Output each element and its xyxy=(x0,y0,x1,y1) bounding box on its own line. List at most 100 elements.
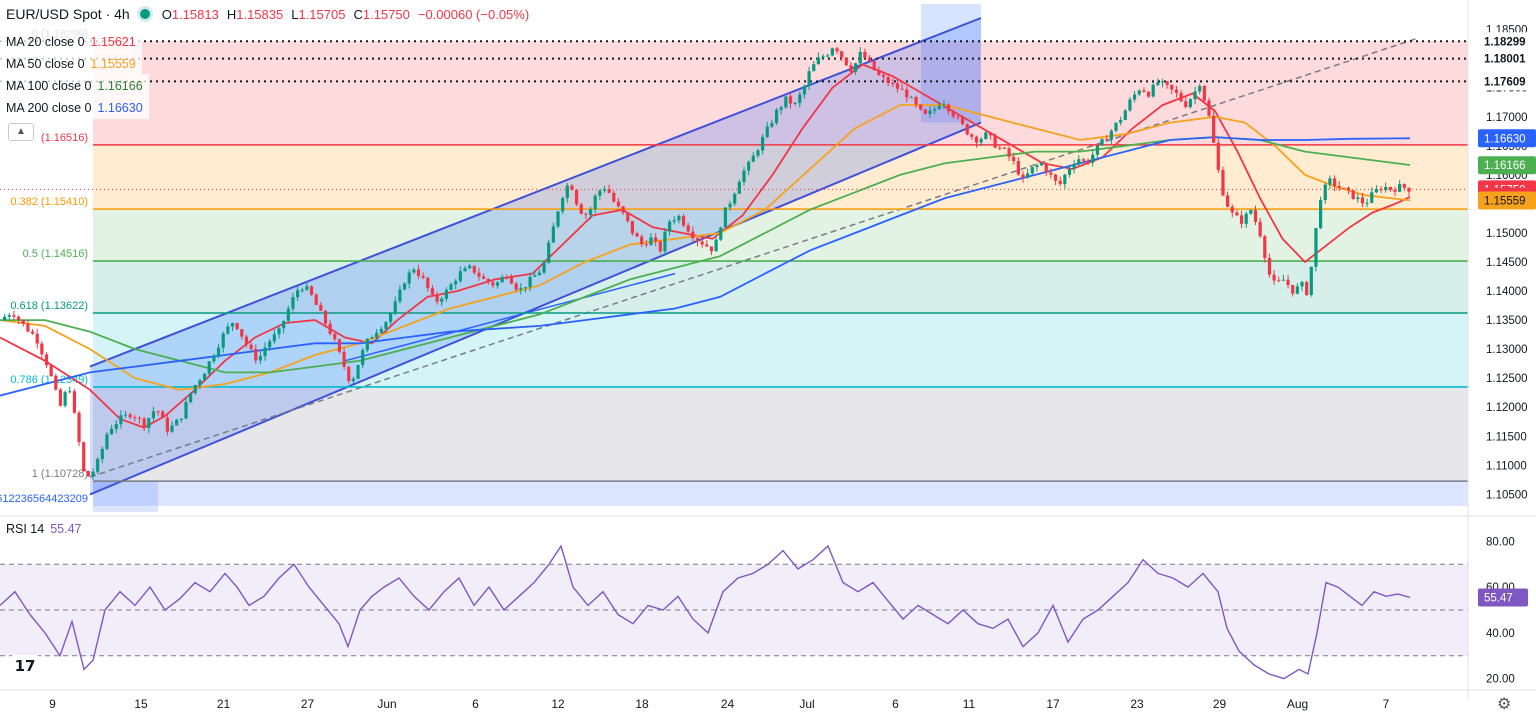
candle-body xyxy=(21,319,25,324)
ma200-legend[interactable]: MA 200 close 0 1.16630 xyxy=(0,96,149,119)
candle-body xyxy=(1100,139,1104,146)
ma200-label: MA 200 close 0 xyxy=(6,100,92,115)
candle-body xyxy=(877,70,881,75)
candle-body xyxy=(802,85,807,95)
ma-line xyxy=(0,104,1411,391)
candle-body xyxy=(1226,195,1230,207)
candle-body xyxy=(672,220,676,222)
candle-body xyxy=(1198,85,1202,92)
candle-body xyxy=(1332,178,1337,186)
gear-icon[interactable]: ⚙ xyxy=(1497,696,1512,713)
candle-body xyxy=(1193,91,1197,100)
candle-body xyxy=(709,246,714,252)
candle-body xyxy=(663,231,667,252)
candle-body xyxy=(854,63,858,72)
candle-body xyxy=(454,280,458,285)
candle-body xyxy=(1170,84,1174,90)
chevron-up-icon[interactable]: ▲ xyxy=(8,123,34,141)
candle-body xyxy=(226,326,230,334)
tradingview-logo[interactable]: 17 xyxy=(10,655,40,677)
fib-label: 0.9612236564423209 xyxy=(0,493,88,505)
fib-label: 0.618 (1.13622) xyxy=(10,300,88,312)
candle-body xyxy=(1160,81,1165,83)
candle-body xyxy=(1305,282,1309,295)
candle-body xyxy=(1212,115,1216,143)
rsi-legend[interactable]: RSI 14 55.47 xyxy=(6,522,82,536)
candle-body xyxy=(1379,189,1383,191)
ma20-legend[interactable]: MA 20 close 0 1.15621 xyxy=(0,30,142,53)
candle-body xyxy=(505,277,509,279)
candle-body xyxy=(588,209,593,215)
low-label: L xyxy=(291,6,299,22)
candle-body xyxy=(170,425,174,432)
time-tick-label: 21 xyxy=(217,697,231,711)
ma50-legend[interactable]: MA 50 close 0 1.15559 xyxy=(0,52,142,75)
candle-body xyxy=(389,313,393,323)
candle-body xyxy=(881,74,886,77)
candle-body xyxy=(365,338,369,351)
candle-body xyxy=(1174,89,1179,93)
candle-body xyxy=(533,275,537,277)
candle-body xyxy=(681,216,686,226)
candle-body xyxy=(1356,197,1360,200)
candle-body xyxy=(491,282,495,286)
candle-body xyxy=(844,57,848,66)
ma100-legend[interactable]: MA 100 close 0 1.16166 xyxy=(0,74,149,97)
candle-body xyxy=(1105,139,1109,141)
candle-body xyxy=(1128,99,1132,111)
close-label: C xyxy=(353,6,363,22)
fib-zone xyxy=(93,313,1468,387)
candle-body xyxy=(86,471,90,477)
candle-body xyxy=(602,189,607,191)
candle-body xyxy=(1091,154,1095,163)
time-tick-label: 27 xyxy=(301,697,315,711)
candle-body xyxy=(189,393,193,403)
symbol-title[interactable]: EUR/USD Spot · 4h xyxy=(6,6,130,22)
candle-body xyxy=(268,341,272,348)
candle-body xyxy=(756,150,760,156)
candle-body xyxy=(258,356,262,361)
candle-body xyxy=(1179,92,1183,102)
price-tick-label: 1.11500 xyxy=(1486,431,1527,443)
candle-body xyxy=(407,272,411,284)
rsi-tick-label: 20.00 xyxy=(1486,674,1515,686)
candle-body xyxy=(905,89,909,98)
candle-body xyxy=(598,190,602,196)
candle-body xyxy=(965,124,969,135)
candle-body xyxy=(1165,81,1169,85)
candle-body xyxy=(17,316,21,320)
candle-body xyxy=(147,418,151,428)
candle-body xyxy=(1063,174,1067,185)
candle-body xyxy=(742,170,746,182)
candle-body xyxy=(272,334,276,342)
candle-body xyxy=(58,389,63,406)
candle-body xyxy=(105,434,109,449)
candle-body xyxy=(1263,236,1267,258)
fib-zone xyxy=(93,386,1468,482)
candle-body xyxy=(1230,206,1234,213)
candle-body xyxy=(765,126,769,138)
ma50-value: 1.15559 xyxy=(90,56,136,71)
ma100-value: 1.16166 xyxy=(97,78,143,93)
candle-body xyxy=(193,385,197,394)
candle-body xyxy=(184,402,188,419)
candle-body xyxy=(654,237,658,242)
price-tag xyxy=(1478,72,1536,91)
candle-body xyxy=(1067,168,1072,175)
candle-body xyxy=(1398,184,1402,192)
candle-body xyxy=(323,310,328,324)
price-tag xyxy=(1478,49,1536,68)
channel-inner-line xyxy=(344,272,676,362)
candle-body xyxy=(384,322,388,329)
candle-body xyxy=(198,380,202,386)
candle-body xyxy=(1360,197,1365,204)
candle-body xyxy=(565,185,569,198)
candle-body xyxy=(1337,185,1341,188)
candle-body xyxy=(235,323,239,330)
candle-body xyxy=(593,195,597,210)
fib-label: 0.5 (1.14516) xyxy=(23,248,88,260)
moving-average-lines xyxy=(0,63,1411,429)
candle-body xyxy=(974,136,979,143)
candle-body xyxy=(1086,160,1090,163)
